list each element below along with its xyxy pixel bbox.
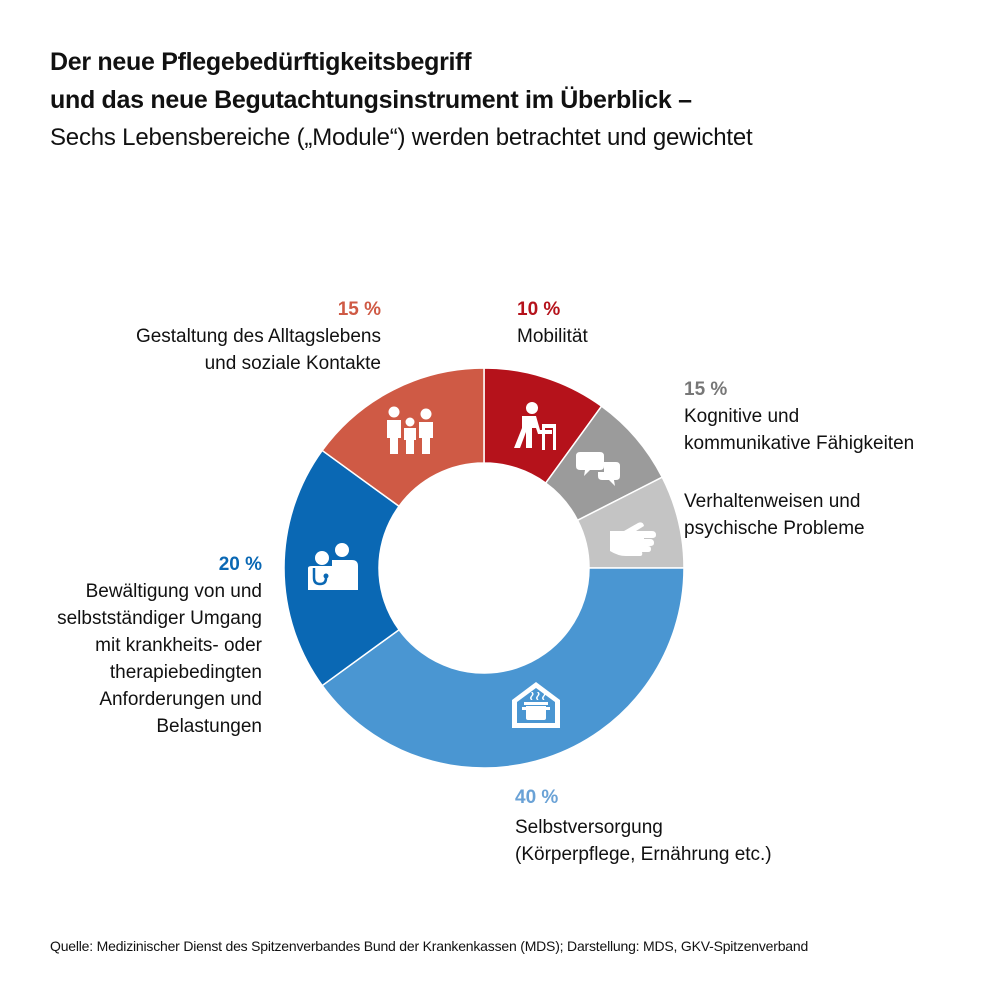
label-bewaeltigung-line-1: Bewältigung von und [85, 581, 262, 602]
house-pot-icon [512, 682, 560, 728]
percent-label-selbstversorgung: 40 % [515, 787, 559, 808]
percent-label-kognitiv: 15 % [684, 379, 728, 400]
percent-label-mobilitaet: 10 % [517, 299, 561, 320]
label-selbstversorgung: 40 % Selbstversorgung (Körperpflege, Ern… [515, 784, 772, 868]
label-verhalten-line-2: psychische Probleme [684, 518, 865, 539]
label-bewaeltigung-line-6: Belastungen [156, 716, 262, 737]
label-mobilitaet: 10 % Mobilität [517, 296, 588, 350]
label-alltag-line-2: und soziale Kontakte [204, 353, 381, 374]
donut-slice-4 [321, 567, 685, 769]
label-kognitiv-line-2: kommunikative Fähigkeiten [684, 433, 915, 454]
walker-icon [514, 402, 556, 450]
label-verhalten: Verhaltenweisen und psychische Probleme [684, 488, 865, 542]
label-bewaeltigung: 20 % Bewältigung von und selbstständiger… [57, 551, 262, 740]
subtitle: Sechs Lebensbereiche („Module“) werden b… [50, 124, 753, 151]
hand-icon [610, 522, 656, 556]
percent-label-bewaeltigung: 20 % [218, 554, 262, 575]
label-bewaeltigung-line-5: Anforderungen und [99, 689, 262, 710]
title-line-2: und das neue Begutachtungsinstrument im … [50, 86, 692, 114]
source-note: Quelle: Medizinischer Dienst des Spitzen… [50, 938, 809, 954]
label-kognitiv-line-1: Kognitive und [684, 406, 800, 427]
percent-label-alltag: 15 % [337, 299, 381, 320]
label-selbstversorgung-line-2: (Körperpflege, Ernährung etc.) [515, 844, 772, 865]
donut-slice-6 [321, 367, 485, 508]
speech-bubbles-icon [576, 452, 620, 486]
label-bewaeltigung-line-3: mit krankheits- oder [95, 635, 262, 656]
label-mobilitaet-line-1: Mobilität [517, 326, 588, 347]
label-kognitiv: 15 % Kognitive und kommunikative Fähigke… [684, 376, 914, 457]
title-line-1: Der neue Pflegebedürftigkeitsbegriff [50, 48, 472, 76]
people-group-icon [387, 406, 433, 454]
label-alltag: 15 % Gestaltung des Alltagslebens und so… [136, 296, 381, 377]
label-verhalten-line-1: Verhaltenweisen und [684, 491, 861, 512]
label-alltag-line-1: Gestaltung des Alltagslebens [135, 326, 381, 347]
label-selbstversorgung-line-1: Selbstversorgung [515, 817, 663, 838]
label-bewaeltigung-line-4: therapiebedingten [109, 662, 262, 683]
label-bewaeltigung-line-2: selbstständiger Umgang [57, 608, 262, 629]
doctor-patient-icon [308, 543, 358, 590]
